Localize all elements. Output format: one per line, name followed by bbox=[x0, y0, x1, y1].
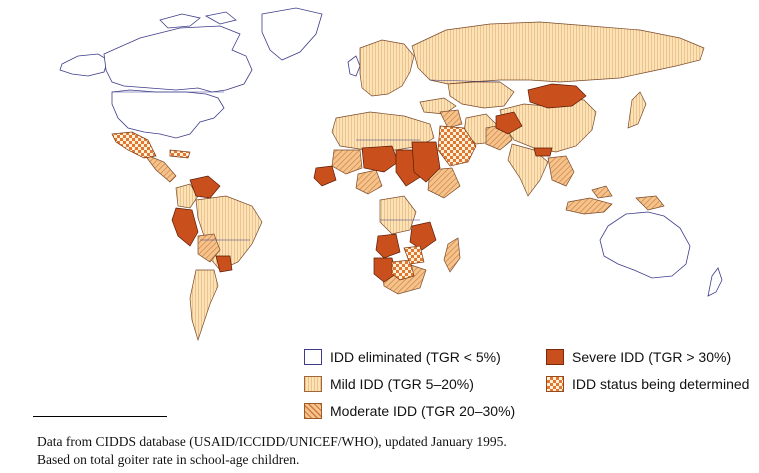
region-sudan bbox=[411, 141, 441, 183]
region-afghanistan bbox=[495, 111, 523, 135]
legend-label: Mild IDD (TGR 5–20%) bbox=[330, 376, 474, 392]
region-argentina bbox=[189, 269, 219, 342]
swatch-eliminated bbox=[304, 349, 322, 365]
swatch-severe bbox=[546, 349, 564, 365]
region-central-america bbox=[142, 153, 177, 183]
region-nepal bbox=[533, 147, 553, 157]
legend-item-moderate: Moderate IDD (TGR 20–30%) bbox=[304, 401, 515, 421]
region-kazakhstan bbox=[447, 81, 515, 109]
land-severe bbox=[171, 83, 587, 283]
region-turkey bbox=[419, 97, 457, 115]
region-paraguay bbox=[215, 255, 233, 273]
source-divider bbox=[33, 416, 167, 417]
region-peru bbox=[171, 207, 199, 247]
region-japan bbox=[627, 91, 647, 129]
region-angola bbox=[375, 233, 401, 259]
legend-label: Moderate IDD (TGR 20–30%) bbox=[330, 403, 516, 419]
region-usa bbox=[111, 89, 225, 139]
map-borders bbox=[112, 79, 501, 241]
region-mali bbox=[331, 149, 363, 175]
region-uk bbox=[347, 55, 361, 77]
region-madagascar bbox=[443, 237, 461, 273]
region-botswana bbox=[391, 259, 415, 281]
region-indonesia bbox=[565, 185, 613, 215]
region-tanzania bbox=[409, 221, 437, 251]
region-west-africa bbox=[313, 165, 337, 187]
region-namibia bbox=[373, 257, 397, 283]
region-mongolia bbox=[527, 83, 587, 109]
region-saudi-arabia bbox=[437, 125, 477, 167]
region-zaire bbox=[379, 195, 417, 235]
swatch-mild bbox=[304, 376, 322, 392]
land-determined bbox=[111, 125, 477, 281]
legend-label: IDD status being determined bbox=[572, 376, 750, 392]
region-middle-east bbox=[439, 109, 463, 129]
region-colombia bbox=[175, 183, 199, 209]
swatch-determined bbox=[546, 376, 564, 392]
region-ethiopia bbox=[427, 167, 461, 199]
region-greenland bbox=[261, 7, 323, 61]
region-venezuela bbox=[189, 175, 221, 199]
region-bolivia bbox=[197, 233, 221, 263]
swatch-moderate bbox=[304, 403, 322, 419]
legend-label: IDD eliminated (TGR < 5%) bbox=[330, 349, 501, 365]
region-cuba bbox=[169, 149, 191, 159]
region-russia bbox=[411, 21, 705, 85]
land-moderate bbox=[142, 109, 665, 295]
land-mild bbox=[175, 21, 705, 342]
region-mexico bbox=[111, 131, 157, 159]
legend-item-eliminated: IDD eliminated (TGR < 5%) bbox=[304, 347, 501, 367]
region-papua-new-guinea bbox=[635, 195, 665, 211]
region-australia bbox=[599, 211, 691, 279]
region-alaska bbox=[59, 53, 109, 77]
region-nigeria bbox=[355, 169, 383, 195]
region-europe bbox=[359, 39, 415, 97]
method-note: Based on total goiter rate in school-age… bbox=[37, 452, 300, 467]
region-canada-islands bbox=[159, 11, 237, 29]
region-canada bbox=[103, 25, 253, 93]
region-southeast-asia bbox=[547, 155, 575, 187]
legend-label: Severe IDD (TGR > 30%) bbox=[572, 349, 732, 365]
legend-item-severe: Severe IDD (TGR > 30%) bbox=[546, 347, 731, 367]
region-southern-africa-east bbox=[403, 245, 425, 265]
region-niger bbox=[361, 145, 399, 173]
legend-item-mild: Mild IDD (TGR 5–20%) bbox=[304, 374, 474, 394]
source-note: Data from CIDDS database (USAID/ICCIDD/U… bbox=[37, 434, 507, 449]
legend-item-determined: IDD status being determined bbox=[546, 374, 749, 394]
region-new-zealand bbox=[707, 267, 723, 297]
